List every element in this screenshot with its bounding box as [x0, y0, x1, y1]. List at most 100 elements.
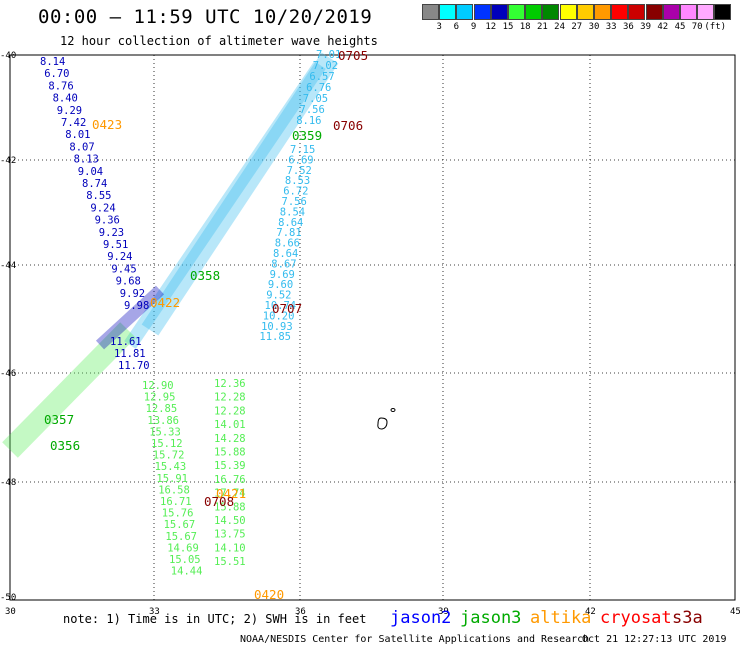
scale-label: 30: [588, 22, 600, 32]
scale-label: 42: [657, 22, 669, 32]
scale-swatch: [456, 4, 474, 20]
scale-swatch: [576, 4, 594, 20]
scale-label: 21: [536, 22, 548, 32]
wave-height-value: 14.10: [214, 542, 246, 554]
wave-height-value: 8.14: [40, 56, 65, 68]
lat-tick-label: -46: [0, 369, 16, 379]
scale-swatch: [611, 4, 629, 20]
scale-swatch: [439, 4, 457, 20]
wave-height-value: 7.05: [303, 93, 328, 105]
wave-height-value: 7.42: [61, 117, 86, 129]
wave-height-value: 11.81: [114, 348, 146, 360]
pass-id-label: 0705: [338, 48, 368, 63]
wave-height-value: 10.74: [265, 300, 297, 312]
wave-height-value: 12.90: [142, 380, 174, 392]
track-ribbon: [124, 61, 326, 349]
wave-height-value: 9.24: [90, 202, 115, 214]
scale-swatch: [422, 4, 439, 20]
lat-tick-label: -48: [0, 478, 16, 488]
wave-height-value: 8.07: [69, 141, 94, 153]
pass-id-label: 0706: [333, 118, 363, 133]
wave-height-value: 7.15: [290, 144, 315, 156]
wave-height-value: 8.67: [271, 258, 296, 270]
wave-height-value: 7.52: [287, 165, 312, 177]
legend-s3a: s3a: [672, 608, 703, 628]
legend-altika: altika: [530, 608, 592, 628]
wave-height-value: 16.71: [160, 496, 192, 508]
wave-height-value: 7.56: [300, 104, 325, 116]
island-shape-icon: [377, 417, 388, 430]
pass-id-label: 0423: [92, 117, 122, 132]
scale-swatch: [559, 4, 577, 20]
wave-height-value: 15.67: [164, 519, 196, 531]
scale-swatch: [594, 4, 611, 20]
wave-height-value: 13.86: [147, 415, 179, 427]
pass-id-label: 0358: [190, 268, 220, 283]
wave-height-value: 9.52: [266, 290, 291, 302]
scale-label: 36: [622, 22, 634, 32]
lon-tick-label: 36: [295, 607, 306, 617]
wave-height-value: 8.74: [82, 178, 107, 190]
wave-height-value: 7.02: [313, 60, 338, 72]
map-gridlines: [10, 55, 735, 600]
lat-tick-label: -44: [0, 261, 16, 271]
scale-swatch: [645, 4, 663, 20]
wave-height-value: 10.20: [263, 310, 295, 322]
legend-jason2: jason2: [390, 608, 452, 628]
wave-height-value: 7.81: [276, 227, 301, 239]
scale-label: (ft): [704, 22, 727, 32]
wave-height-value: 8.40: [53, 93, 78, 105]
wave-height-value: 8.53: [285, 175, 310, 187]
wave-height-value: 8.16: [296, 115, 321, 127]
map-title: 00:00 – 11:59 UTC 10/20/2019: [38, 6, 373, 28]
pass-id-label: 0359: [292, 128, 322, 143]
wave-height-value: 15.88: [214, 501, 246, 513]
wave-height-value: 9.69: [270, 269, 295, 281]
pass-id-label: 0357: [44, 412, 74, 427]
scale-swatch: [714, 4, 732, 20]
wave-height-value: 14.01: [214, 419, 246, 431]
satellite-track-data: 8.146.708.768.409.297.428.018.078.139.04…: [2, 49, 341, 578]
pass-id-label: 0356: [50, 438, 80, 453]
pass-id-label: 0421: [216, 486, 246, 501]
wave-height-value: 7.56: [282, 196, 307, 208]
wave-height-value: 6.69: [288, 154, 313, 166]
wave-height-value: 16.58: [158, 484, 190, 496]
wave-height-value: 8.66: [275, 238, 300, 250]
map-tick-labels: 30 33 36 39 42 45 -40 -42 -44 -46 -48 -50: [0, 51, 740, 617]
wave-height-value: 12.28: [214, 392, 246, 404]
track-ribbon: [141, 52, 339, 336]
scale-label: 39: [640, 22, 652, 32]
legend-jason3: jason3: [460, 608, 522, 628]
wave-height-value: 11.85: [259, 331, 291, 343]
scale-swatch: [473, 4, 491, 20]
wave-height-value: 15.72: [153, 450, 185, 462]
scale-swatch: [680, 4, 697, 20]
wave-height-value: 12.36: [214, 378, 246, 390]
wave-height-value: 9.45: [111, 263, 136, 275]
wave-height-value: 11.61: [110, 336, 142, 348]
pass-id-label: 0420: [254, 587, 284, 602]
track-ribbon: [2, 322, 136, 458]
wave-height-value: 12.95: [144, 392, 176, 404]
pass-id-label: 0707: [272, 301, 302, 316]
wave-height-value: 10.93: [261, 321, 293, 333]
lon-tick-label: 33: [149, 607, 160, 617]
lat-tick-label: -42: [0, 156, 16, 166]
wave-height-value: 9.04: [78, 166, 103, 178]
scale-swatch: [525, 4, 543, 20]
wave-height-value: 9.60: [268, 279, 293, 291]
wave-height-value: 15.33: [149, 426, 181, 438]
wave-height-value: 15.88: [214, 447, 246, 459]
lon-tick-label: 30: [5, 607, 16, 617]
pass-id-label: 0708: [204, 494, 234, 509]
scale-swatch: [662, 4, 680, 20]
map-frame: [9, 54, 736, 601]
scale-label: 27: [571, 22, 583, 32]
scale-label: 9: [470, 22, 477, 32]
lat-tick-label: -40: [0, 51, 16, 61]
scale-swatch: [490, 4, 508, 20]
wave-height-value: 9.36: [95, 215, 120, 227]
wave-height-value: 8.01: [65, 129, 90, 141]
wave-height-value: 11.70: [118, 360, 150, 372]
